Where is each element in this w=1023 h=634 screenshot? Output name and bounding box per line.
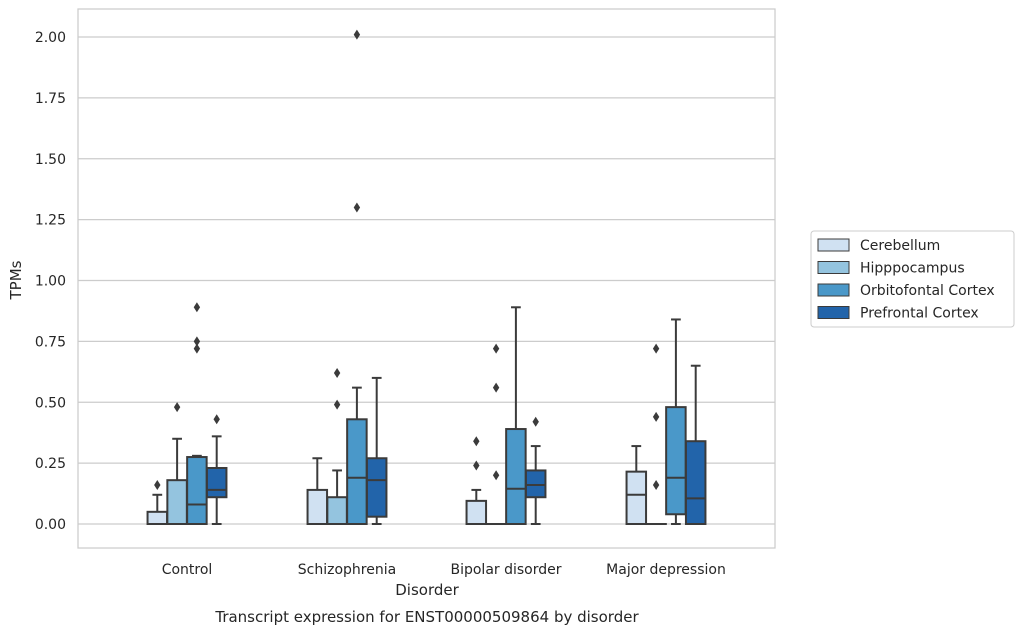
chart-caption: Transcript expression for ENST0000050986… [214,608,639,626]
box-body [684,440,707,525]
box-body [346,418,368,526]
box-orbitofontal-cortex [346,29,368,526]
box-cerebellum [146,480,169,526]
outlier-point [652,343,660,354]
outlier-point [173,402,181,413]
y-tick-label: 0.75 [35,334,66,350]
y-tick-label: 1.00 [35,274,66,290]
outlier-point [333,368,341,379]
box-hipppocampus [485,343,507,526]
box-prefrontal-cortex [684,364,707,525]
box-body [306,488,329,526]
box-body [465,499,488,525]
box-cerebellum [306,457,329,526]
y-tick-label: 1.25 [35,213,66,229]
legend-label: Cerebellum [860,238,940,254]
box-body [505,428,527,525]
box-hipppocampus [645,343,667,526]
legend: Cerebellum Hipppocampus Orbitofontal Corte… [810,230,1015,328]
x-tick-label: Major depression [606,562,726,578]
y-tick-label: 1.50 [35,152,66,168]
outlier-point [492,382,500,393]
outlier-point [193,302,201,313]
outlier-point [353,202,361,213]
outlier-point [193,343,201,354]
box-orbitofontal-cortex [505,306,527,525]
plot-frame [77,8,776,549]
legend-label: Hipppocampus [860,261,965,277]
x-tick-labels: Control Schizophrenia Bipolar disorder Majo… [162,562,726,578]
box-hipppocampus [326,368,348,525]
box-body [524,469,547,499]
box-body [166,479,188,526]
y-axis-label: TPMs [7,260,25,300]
box-body [186,456,208,526]
legend-label: Prefrontal Cortex [860,306,979,322]
box-prefrontal-cortex [524,416,547,525]
y-tick-label: 1.75 [35,91,66,107]
legend-swatch [817,238,850,252]
y-tick-label: 0.00 [35,517,66,533]
y-tick-labels: 0.00 0.25 0.50 0.75 1.00 1.25 1.50 1.75 2.00 [35,30,66,533]
box-body [365,457,388,518]
box-cerebellum [625,445,648,525]
outlier-point [492,343,500,354]
outlier-point [473,460,480,471]
box-prefrontal-cortex [205,414,228,525]
box-prefrontal-cortex [365,376,388,525]
box-hipppocampus [166,402,188,526]
box-cerebellum [465,436,488,525]
y-tick-label: 2.00 [35,30,66,46]
plot-marks [146,29,707,526]
outlier-point [473,436,480,447]
y-tick-label: 0.50 [35,395,66,411]
legend-swatch [817,261,850,274]
box-body [205,466,228,499]
outlier-point [333,399,341,410]
outlier-point [652,480,660,491]
box-orbitofontal-cortex [186,302,208,526]
legend-frame [810,230,1015,328]
x-tick-label: Bipolar disorder [450,562,561,578]
outlier-point [532,416,539,427]
box-orbitofontal-cortex [665,318,687,525]
legend-swatch [817,283,850,297]
legend-label: Orbitofontal Cortex [860,283,995,299]
outlier-point [213,414,220,425]
x-tick-label: Control [162,562,213,578]
outlier-point [492,470,500,481]
box-body [665,406,687,516]
outlier-point [652,411,660,422]
outlier-point [353,29,361,40]
box-body [146,510,169,526]
outlier-point [193,336,201,347]
y-tick-label: 0.25 [35,456,66,472]
legend-swatch [817,306,850,319]
outlier-point [154,480,161,491]
box-body [625,470,648,525]
box-body [326,496,348,525]
x-tick-label: Schizophrenia [298,562,396,578]
x-axis-label: Disorder [395,581,459,599]
